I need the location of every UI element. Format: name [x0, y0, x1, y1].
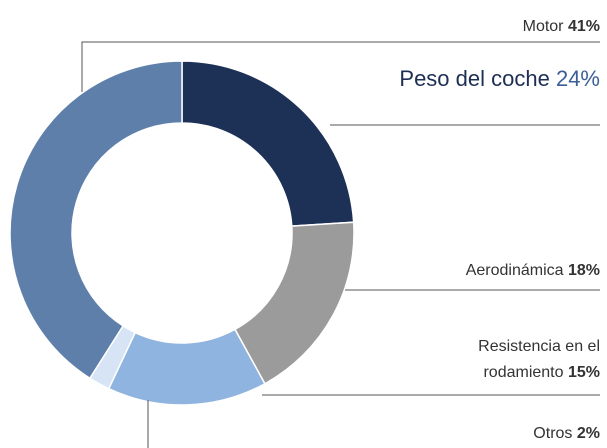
- slice-label: Peso del coche 24%: [399, 66, 600, 92]
- category-label: Aerodinámica: [465, 262, 564, 279]
- slice-label: Otros 2%: [533, 421, 600, 447]
- leader-line: [81, 41, 600, 92]
- slice-label: Resistencia en el rodamiento 15%: [430, 334, 600, 386]
- category-label: Otros: [533, 425, 573, 442]
- donut-slice: [107, 328, 266, 406]
- value-label: 41%: [567, 18, 600, 35]
- category-label: Peso del coche: [399, 66, 550, 91]
- value-label: 2%: [576, 425, 600, 442]
- donut-slice: [233, 221, 355, 385]
- category-label: Motor: [522, 18, 564, 35]
- slice-label: Aerodinámica 18%: [466, 258, 600, 284]
- donut-slice: [181, 60, 355, 227]
- value-label: 18%: [567, 262, 600, 279]
- donut-slice: [9, 60, 183, 380]
- value-label: 24%: [555, 66, 600, 91]
- value-label: 15%: [567, 364, 600, 381]
- category-label: Resistencia en el rodamiento: [478, 338, 600, 381]
- slice-label: Motor 41%: [523, 14, 600, 40]
